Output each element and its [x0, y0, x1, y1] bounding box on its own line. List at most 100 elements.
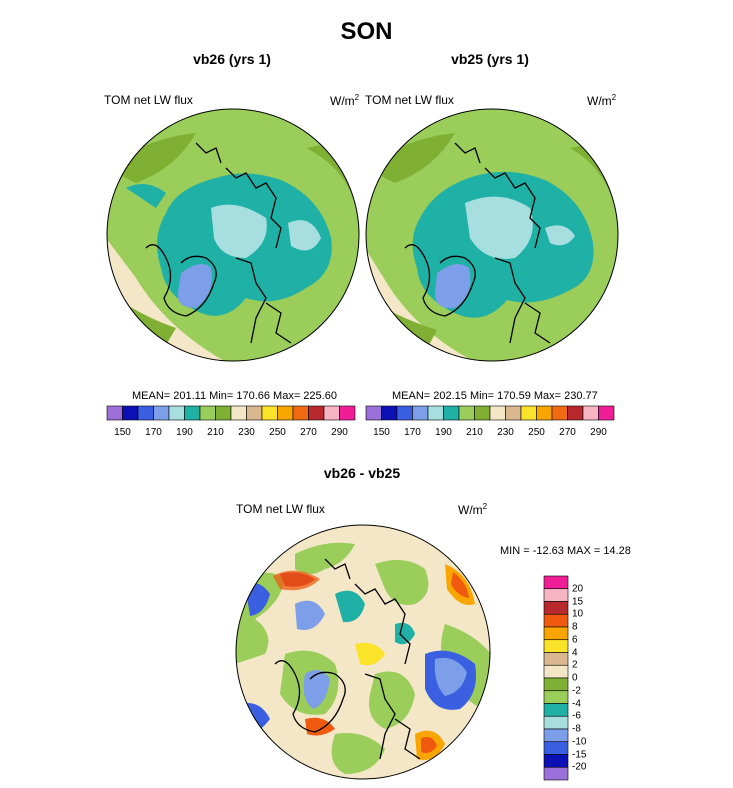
panel-2-colorbar: [365, 405, 615, 421]
colorbar-swatch: [365, 405, 382, 421]
colorbar-tick-label: 8: [572, 621, 578, 633]
colorbar-swatch: [543, 766, 569, 781]
colorbar-tick-label: 230: [497, 427, 514, 438]
colorbar-swatch: [396, 405, 413, 421]
colorbar-swatch: [505, 405, 522, 421]
colorbar-tick-label: -4: [572, 698, 581, 709]
colorbar-swatch: [215, 405, 232, 421]
panel-2-unit-label: W/m2: [587, 93, 617, 108]
colorbar-tick-label: -8: [572, 723, 581, 735]
colorbar-swatch: [106, 405, 123, 421]
colorbar-swatch: [543, 728, 569, 743]
colorbar-tick-label: 210: [207, 427, 224, 438]
colorbar-tick-label: 0: [572, 672, 578, 684]
colorbar-swatch: [137, 405, 154, 421]
colorbar-swatch: [551, 405, 568, 421]
panel-3-title: vb26 - vb25: [323, 465, 401, 481]
colorbar-swatch: [184, 405, 201, 421]
colorbar-swatch: [543, 626, 569, 641]
colorbar-swatch: [543, 588, 569, 602]
colorbar-tick-label: 170: [145, 427, 162, 438]
panel-3-stats: MIN = -12.63 MAX = 14.28: [500, 545, 631, 557]
colorbar-tick-label: 190: [435, 427, 452, 438]
colorbar-swatch: [567, 405, 584, 421]
colorbar-swatch: [122, 405, 139, 421]
colorbar-swatch: [443, 405, 460, 421]
colorbar-tick-label: 210: [466, 427, 483, 438]
colorbar-swatch: [427, 405, 444, 421]
colorbar-swatch: [323, 405, 340, 421]
colorbar-tick-label: -10: [572, 736, 587, 748]
colorbar-tick-label: 2: [572, 659, 578, 671]
panel-2-title: vb25 (yrs 1): [451, 51, 529, 67]
panel-1-colorbar: [106, 405, 356, 421]
colorbar-swatch: [381, 405, 398, 421]
colorbar-swatch: [308, 405, 325, 421]
colorbar-swatch: [536, 405, 553, 421]
panel-2-polar-map: [365, 108, 619, 362]
panel-1-polar-map: [106, 108, 360, 362]
colorbar-swatch: [474, 405, 491, 421]
figure-title: SON: [340, 18, 393, 45]
panel-3-polar-map: [235, 524, 491, 780]
colorbar-tick-label: 270: [559, 427, 576, 438]
colorbar-swatch: [230, 405, 247, 421]
colorbar-swatch: [543, 715, 569, 730]
panel-3-unit-label: W/m2: [458, 502, 488, 517]
panel-2-variable-label: TOM net LW flux: [365, 93, 454, 107]
panel-2-stats: MEAN= 202.15 Min= 170.59 Max= 230.77: [392, 390, 598, 402]
colorbar-tick-label: 230: [238, 427, 255, 438]
colorbar-tick-label: 250: [269, 427, 286, 438]
colorbar-tick-label: 10: [572, 608, 584, 620]
colorbar-tick-label: -6: [572, 710, 581, 722]
panel-3-colorbar: [543, 575, 569, 781]
panel-1-variable-label: TOM net LW flux: [104, 93, 193, 107]
colorbar-swatch: [543, 601, 569, 615]
colorbar-swatch: [292, 405, 309, 421]
panel-1-stats: MEAN= 201.11 Min= 170.66 Max= 225.60: [132, 390, 337, 402]
colorbar-swatch: [277, 405, 294, 421]
panel-1-title: vb26 (yrs 1): [193, 51, 271, 67]
colorbar-swatch: [458, 405, 475, 421]
colorbar-tick-label: 15: [572, 596, 584, 607]
colorbar-swatch: [520, 405, 537, 421]
colorbar-swatch: [168, 405, 185, 421]
colorbar-swatch: [153, 405, 170, 421]
colorbar-tick-label: 6: [572, 634, 578, 646]
colorbar-tick-label: 4: [572, 647, 578, 658]
colorbar-tick-label: 190: [176, 427, 193, 438]
colorbar-tick-label: 150: [373, 427, 390, 438]
colorbar-tick-label: -15: [572, 749, 587, 760]
colorbar-swatch: [543, 639, 569, 653]
colorbar-swatch: [582, 405, 599, 421]
colorbar-swatch: [543, 741, 569, 755]
colorbar-swatch: [246, 405, 263, 421]
colorbar-swatch: [543, 690, 569, 704]
colorbar-swatch: [543, 652, 569, 666]
colorbar-tick-label: 270: [300, 427, 317, 438]
colorbar-tick-label: 290: [331, 427, 348, 438]
colorbar-swatch: [543, 613, 569, 628]
colorbar-swatch: [489, 405, 506, 421]
colorbar-swatch: [339, 405, 356, 421]
colorbar-swatch: [543, 754, 569, 768]
panel-3-variable-label: TOM net LW flux: [236, 502, 325, 516]
panel-1-colorbar-ticks: 150 170 190 210 230 250 270 290: [107, 427, 355, 439]
colorbar-swatch: [199, 405, 216, 421]
panel-3-colorbar-ticks: 20 15 10 8 6 4 2 0 -2 -4 -6 -8 -10 -15 -20: [572, 576, 612, 780]
colorbar-swatch: [598, 405, 615, 421]
colorbar-swatch: [543, 664, 569, 679]
panel-2-colorbar-ticks: 150 170 190 210 230 250 270 290: [366, 427, 614, 439]
colorbar-tick-label: -20: [572, 761, 587, 773]
colorbar-tick-label: 170: [404, 427, 421, 438]
colorbar-swatch: [261, 405, 278, 421]
colorbar-swatch: [412, 405, 429, 421]
colorbar-swatch: [543, 677, 569, 692]
colorbar-swatch: [543, 575, 569, 590]
panel-1-unit-label: W/m2: [330, 93, 360, 108]
colorbar-tick-label: -2: [572, 685, 581, 697]
colorbar-swatch: [543, 703, 569, 717]
colorbar-tick-label: 290: [590, 427, 607, 438]
colorbar-tick-label: 250: [528, 427, 545, 438]
colorbar-tick-label: 150: [114, 427, 131, 438]
